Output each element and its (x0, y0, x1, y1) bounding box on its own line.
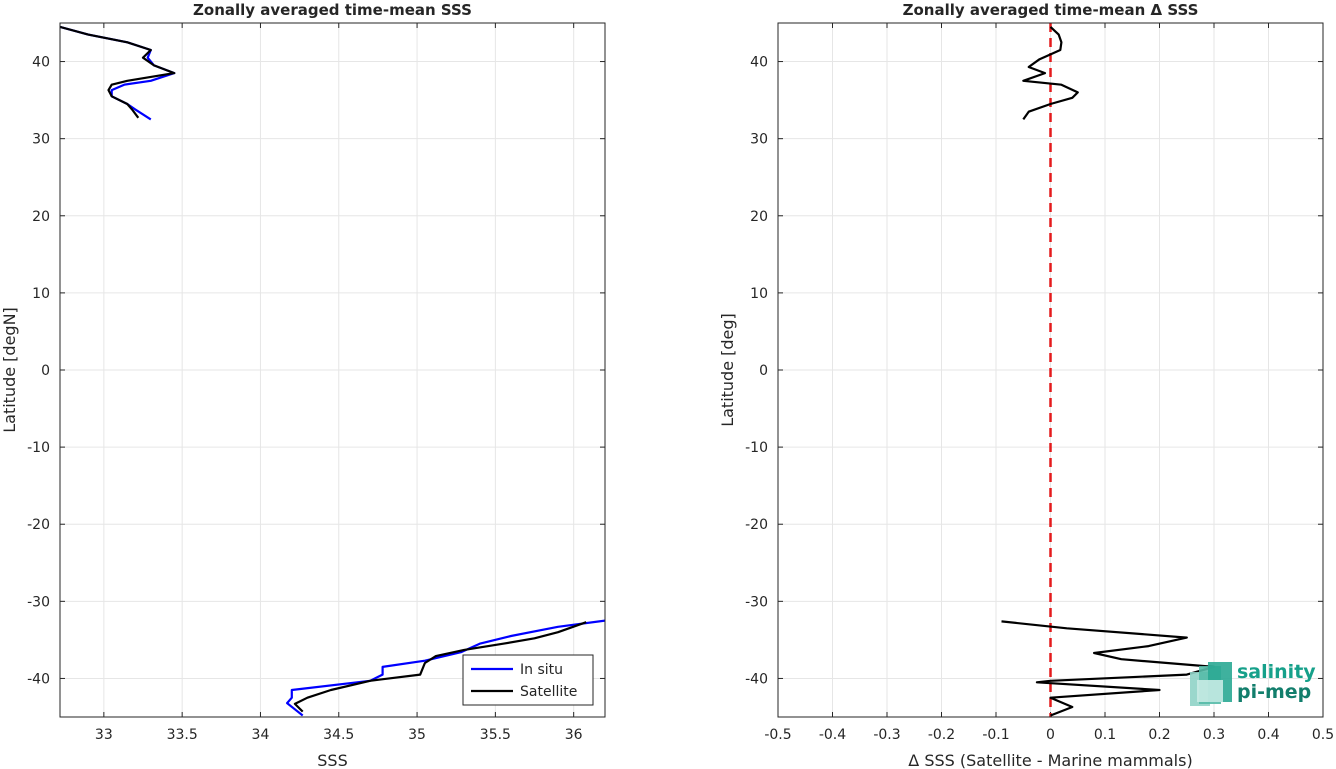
y-tick-label-30: 30 (750, 132, 768, 148)
axes-box (777, 22, 1324, 718)
y-tick-label-10: -10 (27, 440, 50, 456)
x-tick-label-0.3: 0.3 (1203, 727, 1225, 743)
y-tick-label-40: 40 (750, 55, 768, 71)
satellite-series-line-north (60, 25, 176, 119)
x-tick-label-0.5: -0.5 (764, 727, 791, 743)
x-tick-label-33: 33 (95, 727, 113, 743)
x-tick-label-0.1: 0.1 (1094, 727, 1116, 743)
x-tick-label-36: 36 (565, 727, 583, 743)
y-tick-label-20: -20 (27, 517, 50, 533)
x-tick-label-0.3: -0.3 (873, 727, 900, 743)
legend: In situ Satellite (462, 654, 594, 706)
y-tick-label-20: 20 (32, 209, 50, 225)
x-tick-label-0.2: 0.2 (1148, 727, 1170, 743)
y-tick-label-10: 10 (32, 286, 50, 302)
legend-label-satellite: Satellite (520, 684, 577, 700)
x-tick-label-34.5: 34.5 (323, 727, 354, 743)
chart-title: Zonally averaged time-mean Δ SSS (903, 1, 1199, 19)
y-tick-label-20: -20 (745, 517, 768, 533)
x-tick-label-0: 0 (1046, 727, 1055, 743)
legend-box (462, 654, 594, 706)
y-tick-label-10: -10 (745, 440, 768, 456)
x-tick-label-0.4: -0.4 (819, 727, 846, 743)
chart-title: Zonally averaged time-mean SSS (193, 1, 472, 19)
logo-line-salinity: salinity (1237, 661, 1316, 683)
in-situ-series-line-south (286, 619, 605, 717)
x-tick-label-0.5: 0.5 (1312, 727, 1334, 743)
y-tick-label-20: 20 (750, 209, 768, 225)
delta-sss-series-line-north (1022, 26, 1079, 121)
axes-box (59, 22, 606, 718)
x-tick-label-35.5: 35.5 (480, 727, 511, 743)
y-tick-label-40: 40 (32, 55, 50, 71)
x-tick-label-0.4: 0.4 (1257, 727, 1279, 743)
legend-label-in-situ: In situ (520, 662, 563, 678)
x-tick-label-34: 34 (252, 727, 270, 743)
x-tick-label-0.1: -0.1 (982, 727, 1009, 743)
y-tick-label-0: 0 (41, 363, 50, 379)
delta-sss-panel: -0.5 -0.4 -0.3 -0.2 -0.1 0 0.1 0.2 0.3 0.4 0.5 40 30… (718, 1, 1334, 769)
y-tick-label-30: 30 (32, 132, 50, 148)
logo-line-pi-mep: pi-mep (1237, 681, 1311, 703)
y-tick-label-40: -40 (27, 671, 50, 687)
y-tick-label-10: 10 (750, 286, 768, 302)
x-tick-label-33.5: 33.5 (167, 727, 198, 743)
x-axis-label: Δ SSS (Satellite - Marine mammals) (908, 751, 1192, 769)
y-tick-label-30: -30 (745, 594, 768, 610)
logo-wave-shape (1197, 680, 1223, 702)
y-axis-label: Latitude [deg] (718, 313, 737, 427)
y-tick-label-0: 0 (759, 363, 768, 379)
y-axis-label: Latitude [degN] (0, 307, 19, 433)
x-axis-label: SSS (317, 751, 347, 769)
y-tick-label-40: -40 (745, 671, 768, 687)
x-tick-label-0.2: -0.2 (928, 727, 955, 743)
satellite-series-line-south (293, 621, 587, 713)
sss-panel: 33 33.5 34 34.5 35 35.5 36 40 30 20 10 0 -10 -20 -30 -4… (0, 1, 606, 769)
y-tick-label-30: -30 (27, 594, 50, 610)
x-tick-label-35: 35 (408, 727, 426, 743)
